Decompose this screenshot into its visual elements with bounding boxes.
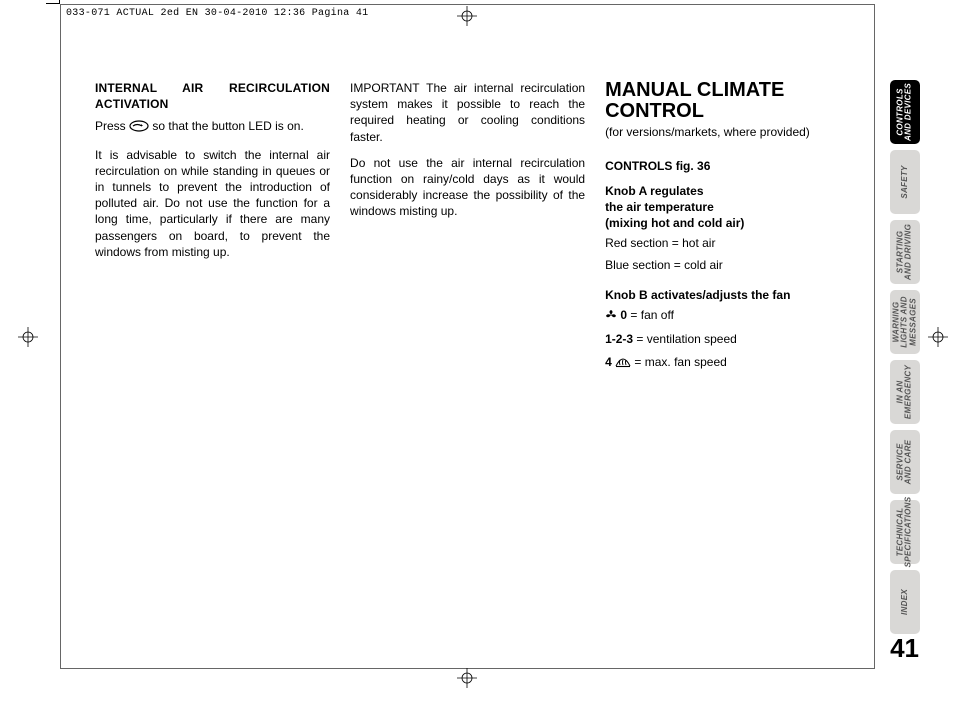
tab-label: INDEX xyxy=(901,589,909,615)
line: 0 = fan off xyxy=(605,307,845,325)
paragraph: It is advisable to switch the internal a… xyxy=(95,147,330,260)
section-heading: INTERNAL AIR RECIRCULATION ACTIVATION xyxy=(95,80,330,112)
text: = ventilation speed xyxy=(633,332,737,346)
section-tab[interactable]: STARTINGAND DRIVING xyxy=(890,220,920,284)
tab-label: SAFETY xyxy=(901,165,909,198)
page-number: 41 xyxy=(890,633,919,664)
line: 4 = max. fan speed xyxy=(605,354,845,372)
knob-b-heading: Knob B activates/adjusts the fan xyxy=(605,288,845,304)
fan-icon xyxy=(605,309,617,325)
register-mark-left xyxy=(18,327,38,347)
recirc-icon xyxy=(129,120,149,136)
register-mark-right xyxy=(928,327,948,347)
defrost-icon xyxy=(615,356,631,372)
section-tab[interactable]: IN ANEMERGENCY xyxy=(890,360,920,424)
section-tab[interactable]: TECHNICALSPECIFICATIONS xyxy=(890,500,920,564)
tab-label: STARTINGAND DRIVING xyxy=(897,224,914,280)
line: Blue section = cold air xyxy=(605,257,845,273)
knob-a-heading: Knob A regulates the air temperature (mi… xyxy=(605,184,845,231)
page-title: MANUAL CLIMATE CONTROL xyxy=(605,80,845,122)
text: Press xyxy=(95,119,129,133)
text: = fan off xyxy=(627,308,674,322)
paragraph: Do not use the air internal recirculatio… xyxy=(350,155,585,220)
text: MANUAL CLIMATE xyxy=(605,79,784,101)
section-tab[interactable]: CONTROLSAND DEVICES xyxy=(890,80,920,144)
paragraph: IMPORTANT The air internal recirculation… xyxy=(350,80,585,145)
text: the air temperature xyxy=(605,200,714,214)
section-tab[interactable]: SAFETY xyxy=(890,150,920,214)
crop-tick xyxy=(59,0,60,4)
crop-tick xyxy=(46,3,60,4)
section-tab[interactable]: WARNINGLIGHTS ANDMESSAGES xyxy=(890,290,920,354)
paragraph: Press so that the button LED is on. xyxy=(95,118,330,136)
text-bold: 1-2-3 xyxy=(605,332,633,346)
job-line: 033-071 ACTUAL 2ed EN 30-04-2010 12:36 P… xyxy=(66,8,368,19)
tab-label: TECHNICALSPECIFICATIONS xyxy=(897,497,914,568)
register-mark-top xyxy=(457,6,477,26)
section-tabs: CONTROLSAND DEVICES SAFETY STARTINGAND DRI… xyxy=(890,80,920,634)
page-body: INTERNAL AIR RECIRCULATION ACTIVATION Pr… xyxy=(95,80,845,378)
text-bold: 4 xyxy=(605,355,615,369)
text: (mixing hot and cold air) xyxy=(605,216,744,230)
tab-label: CONTROLSAND DEVICES xyxy=(897,83,914,141)
subtitle: (for versions/markets, where provided) xyxy=(605,124,845,140)
column-1: INTERNAL AIR RECIRCULATION ACTIVATION Pr… xyxy=(95,80,330,378)
line: 1-2-3 = ventilation speed xyxy=(605,331,845,347)
register-mark-bottom xyxy=(457,668,477,688)
tab-label: WARNINGLIGHTS ANDMESSAGES xyxy=(892,296,917,348)
text: so that the button LED is on. xyxy=(149,119,304,133)
controls-heading: CONTROLS fig. 36 xyxy=(605,158,845,174)
column-3: MANUAL CLIMATE CONTROL (for versions/mar… xyxy=(605,80,845,378)
text: Knob A regulates xyxy=(605,184,703,198)
line: Red section = hot air xyxy=(605,235,845,251)
tab-label: IN ANEMERGENCY xyxy=(897,365,914,419)
tab-label: SERVICEAND CARE xyxy=(897,440,914,485)
column-2: IMPORTANT The air internal recirculation… xyxy=(350,80,585,378)
text: CONTROL xyxy=(605,100,704,122)
text: = max. fan speed xyxy=(631,355,727,369)
section-tab[interactable]: INDEX xyxy=(890,570,920,634)
section-tab[interactable]: SERVICEAND CARE xyxy=(890,430,920,494)
